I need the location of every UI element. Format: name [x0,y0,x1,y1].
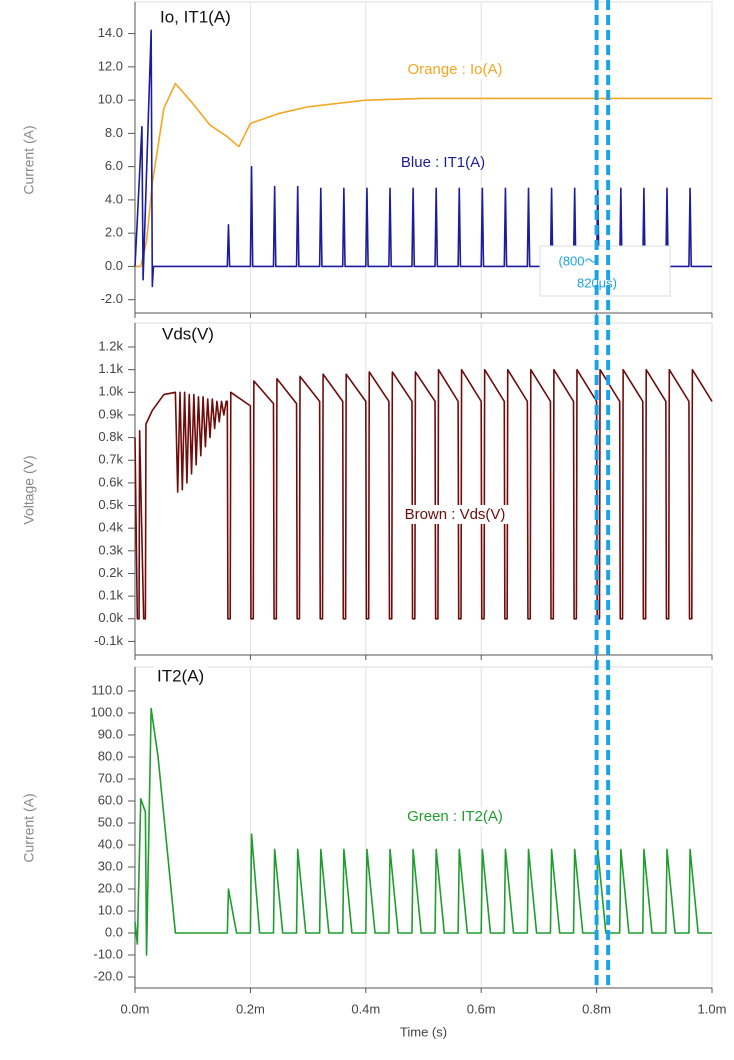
label-background [399,806,511,826]
annotation-box [539,245,671,297]
y-tick-label: 60.0 [98,792,123,807]
y-tick-label: 1.2k [98,338,123,353]
y-tick-label: 20.0 [98,880,123,895]
y-tick-label: 0.1k [98,588,123,603]
label-background [154,665,208,687]
y-tick-label: 14.0 [98,25,123,40]
y-axis-label: Voltage (V) [21,455,37,524]
y-tick-label: 0.3k [98,542,123,557]
y-tick-label: 0.2k [98,565,123,580]
y-tick-label: 70.0 [98,770,123,785]
x-axis-label: Time (s) [400,1024,447,1039]
series-label: Green : IT2(A) [407,808,503,825]
y-tick-label: 10.0 [98,902,123,917]
y-tick-label: 2.0 [105,225,123,240]
label-background [157,6,234,28]
x-tick-label: 0.2m [236,1001,265,1016]
x-tick-label: 0.4m [351,1001,380,1016]
panel-title: Io, IT1(A) [160,7,231,26]
plot-frame [134,666,713,989]
label-background [399,59,511,79]
y-tick-label: -2.0 [101,291,123,306]
y-tick-label: 0.6k [98,474,123,489]
y-tick-label: -20.0 [93,968,123,983]
y-tick-label: 4.0 [105,191,123,206]
y-tick-label: 0.4k [98,520,123,535]
y-tick-label: 100.0 [90,704,123,719]
y-tick-label: 90.0 [98,726,123,741]
series-label: Blue : IT1(A) [401,154,485,171]
y-tick-label: 0.7k [98,452,123,467]
y-tick-label: -10.0 [93,946,123,961]
annotation-text: (800～ [558,253,597,268]
y-tick-label: 1.0k [98,384,123,399]
y-tick-label: 80.0 [98,748,123,763]
series-label: Orange : Io(A) [407,61,502,78]
y-tick-label: 0.0k [98,610,123,625]
y-tick-label: 0.8k [98,429,123,444]
y-tick-label: 6.0 [105,158,123,173]
y-tick-label: 0.9k [98,406,123,421]
y-tick-label: 40.0 [98,836,123,851]
x-tick-label: 0.6m [467,1001,496,1016]
y-tick-label: 0.0 [105,258,123,273]
panel-title: Vds(V) [162,324,214,343]
x-tick-label: 0.8m [582,1001,611,1016]
y-tick-label: 8.0 [105,125,123,140]
series-label: Brown : Vds(V) [405,506,506,523]
y-tick-label: 0.5k [98,497,123,512]
label-background [159,323,217,345]
y-tick-label: 0.0 [105,924,123,939]
y-tick-label: 10.0 [98,92,123,107]
label-background [396,504,514,524]
x-tick-label: 0.0m [121,1001,150,1016]
y-tick-label: 12.0 [98,58,123,73]
y-tick-label: -0.1k [94,633,123,648]
y-axis-label: Current (A) [21,125,37,194]
x-tick-label: 1.0m [698,1001,727,1016]
label-background [392,152,494,172]
y-tick-label: 1.1k [98,361,123,376]
y-tick-label: 110.0 [91,682,123,697]
panel-title: IT2(A) [157,666,204,685]
y-axis-label: Current (A) [21,793,37,862]
y-tick-label: 50.0 [98,814,123,829]
series-line [135,82,712,268]
series-line [134,29,712,288]
series-line [134,707,712,956]
y-tick-label: 30.0 [98,858,123,873]
